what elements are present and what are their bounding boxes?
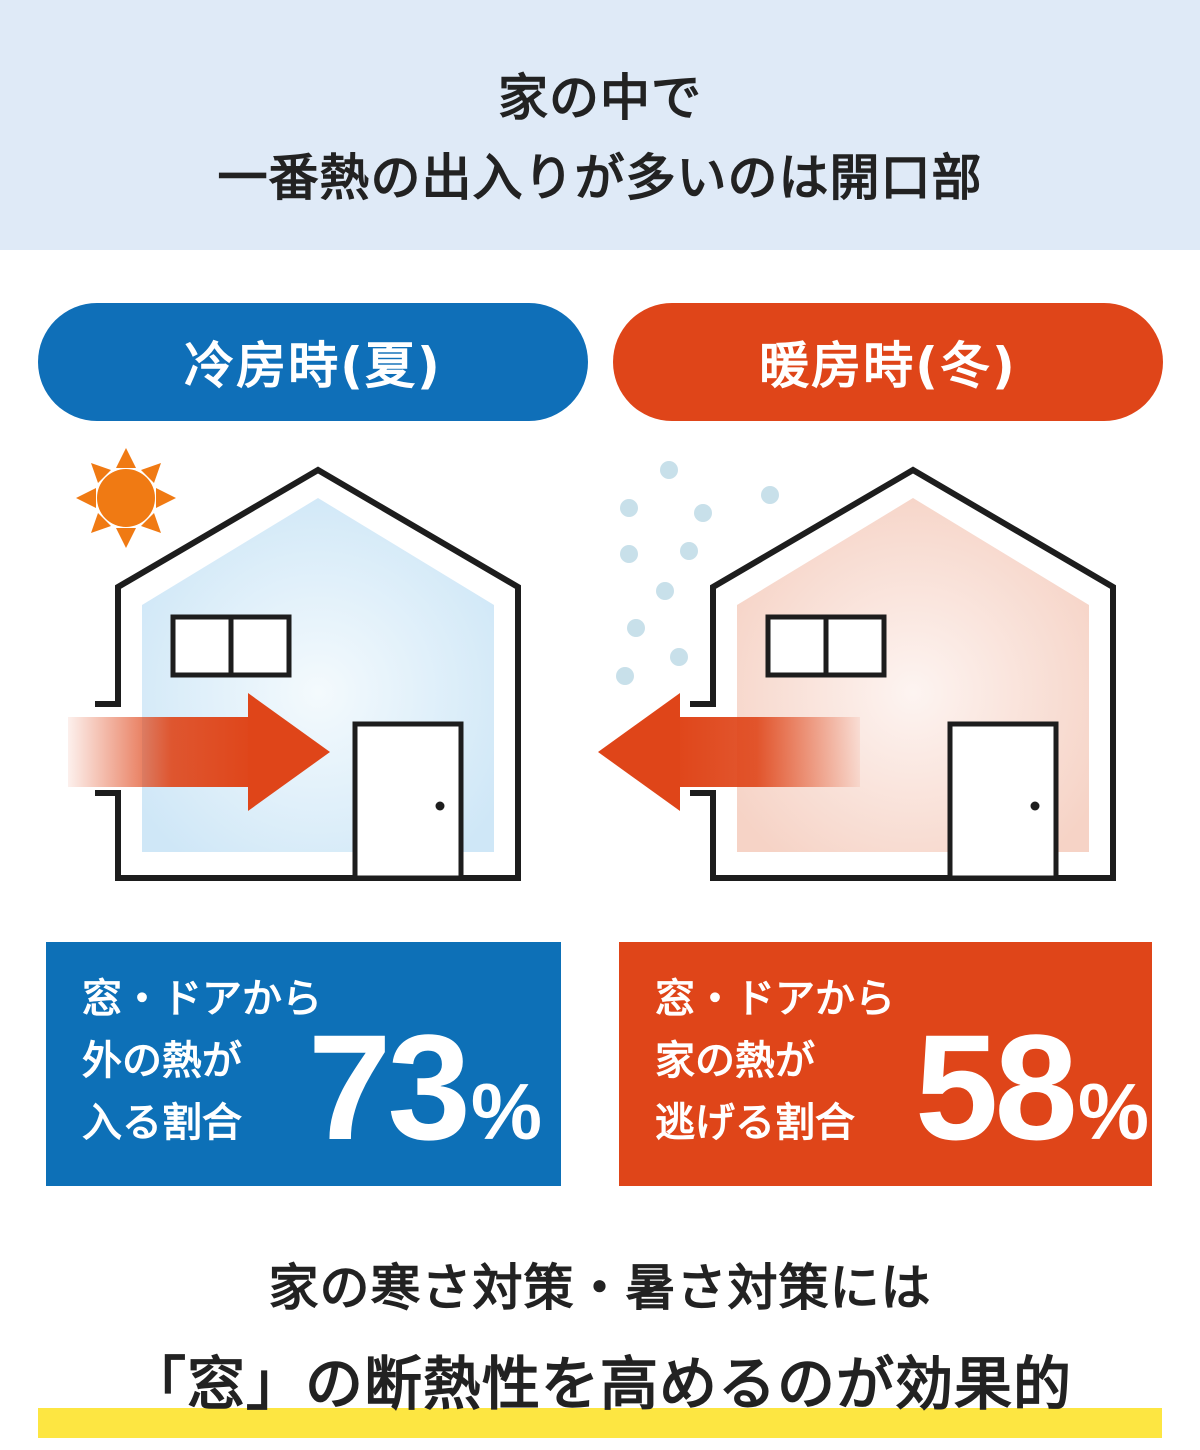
house-illustrations (68, 448, 1116, 881)
winter-stat-line2: 家の熱が (655, 1038, 815, 1084)
conclusion-line2: 「窓」の断熱性を高めるのが効果的 (127, 1350, 1072, 1418)
winter-stat-line3: 逃げる割合 (655, 1100, 855, 1146)
summer-label: 冷房時(夏) (184, 337, 442, 395)
header-title-line1: 家の中で (498, 69, 702, 127)
sun-icon (76, 448, 176, 548)
door-icon (352, 721, 464, 881)
winter-stat-box: 窓・ドアから 家の熱が 逃げる割合 58% (619, 942, 1152, 1186)
heat-in-arrow (68, 693, 330, 811)
summer-stat-line2: 外の熱が (82, 1038, 242, 1084)
heat-out-arrow (598, 693, 860, 811)
door-icon (947, 721, 1059, 881)
summer-stat-line3: 入る割合 (82, 1100, 242, 1146)
summer-house (68, 466, 521, 881)
summer-stat-line1: 窓・ドアから (82, 976, 322, 1022)
winter-stat-value: 58% (915, 1012, 1149, 1162)
window-icon (765, 614, 887, 678)
header-title-line2: 一番熱の出入りが多いのは開口部 (217, 149, 983, 207)
summer-stat-value: 73% (308, 1012, 542, 1162)
summer-percentage: 73 (308, 1003, 471, 1171)
winter-percentage: 58 (915, 1003, 1078, 1171)
summer-label-pill: 冷房時(夏) (38, 303, 588, 421)
conclusion-line1: 家の寒さ対策・暑さ対策には (268, 1259, 932, 1317)
winter-label-pill: 暖房時(冬) (613, 303, 1163, 421)
header-banner: 家の中で 一番熱の出入りが多いのは開口部 (0, 0, 1200, 250)
snow-dots (616, 461, 779, 685)
highlight-marker (38, 1408, 1162, 1438)
winter-percent-sign: % (1077, 1067, 1149, 1156)
window-icon (170, 614, 292, 678)
summer-stat-box: 窓・ドアから 外の熱が 入る割合 73% (46, 942, 561, 1186)
winter-house (598, 466, 1116, 881)
winter-label: 暖房時(冬) (759, 337, 1017, 395)
winter-stat-line1: 窓・ドアから (655, 976, 895, 1022)
summer-percent-sign: % (470, 1067, 542, 1156)
